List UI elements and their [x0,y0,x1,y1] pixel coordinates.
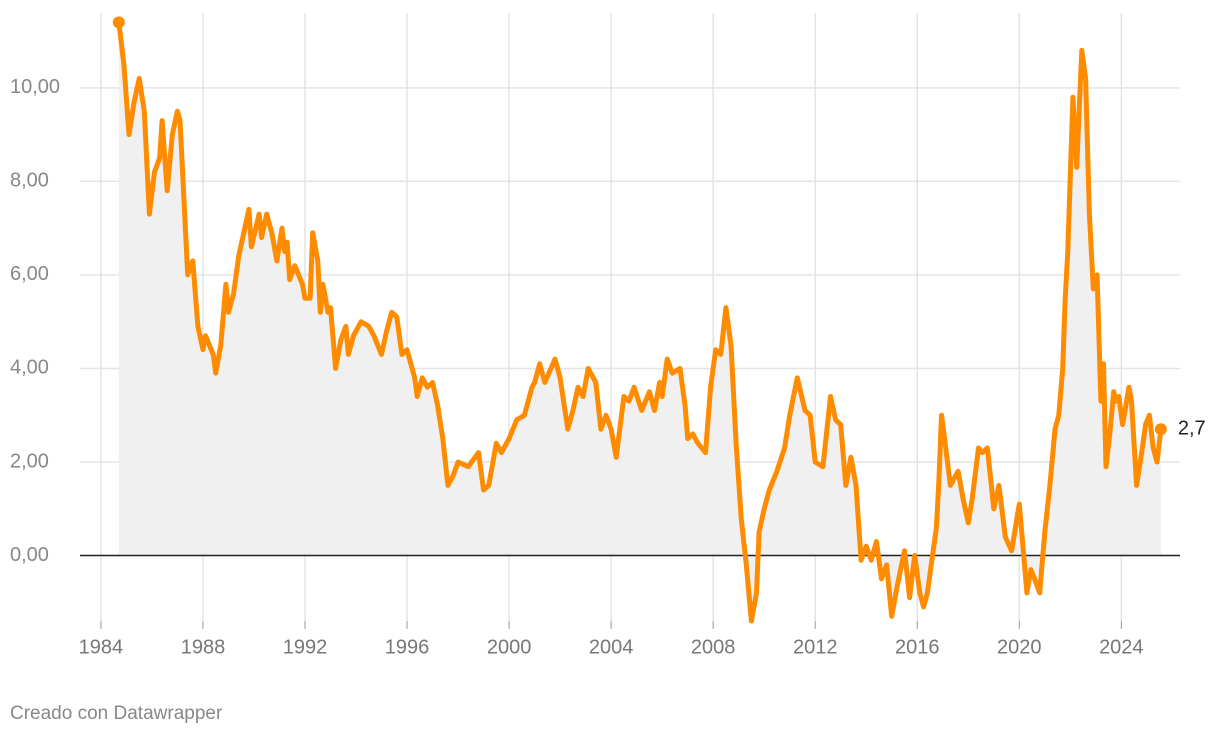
end-dot [1154,423,1167,436]
start-dot [112,16,125,29]
x-tick-label: 1996 [385,636,430,658]
x-tick-label: 2024 [1099,636,1144,658]
credit: Creado con Datawrapper [10,703,223,724]
y-tick-label: 6,00 [10,263,49,285]
y-tick-label: 10,00 [10,76,60,98]
x-tick-label: 2004 [589,636,634,658]
x-tick-label: 2012 [793,636,838,658]
y-tick-label: 0,00 [10,544,49,566]
y-tick-label: 4,00 [10,357,49,379]
y-tick-label: 2,00 [10,450,49,472]
x-tick-label: 2000 [487,636,532,658]
line [116,22,1164,624]
x-tick-label: 2016 [895,636,940,658]
end-label: 2,7 [1178,418,1206,440]
x-tick-label: 2008 [691,636,736,658]
area [118,22,1161,621]
y-tick-label: 8,00 [10,170,49,192]
x-tick-label: 1988 [181,636,226,658]
x-tick-label: 2020 [997,636,1042,658]
x-tick-label: 1984 [79,636,124,658]
x-tick-label: 1992 [283,636,328,658]
